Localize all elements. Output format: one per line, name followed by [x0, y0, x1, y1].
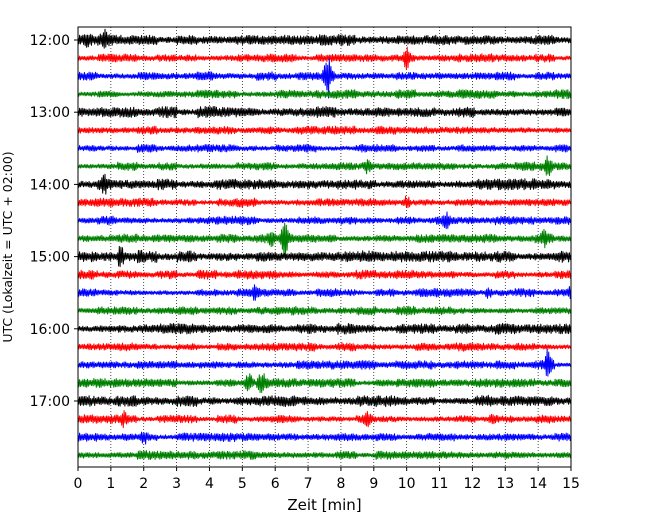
- trace-line: [77, 106, 572, 119]
- trace-line: [77, 450, 572, 460]
- x-tick-label: 11: [431, 476, 449, 492]
- x-axis-label: Zeit [min]: [287, 496, 361, 514]
- trace-line: [77, 143, 572, 153]
- trace-line: [77, 245, 572, 268]
- y-tick-label: 14:00: [30, 177, 70, 193]
- y-tick-label: 12:00: [30, 33, 70, 49]
- trace-line: [77, 195, 572, 209]
- x-tick-label: 6: [271, 476, 280, 492]
- y-axis-label: UTC (Lokalzeit = UTC + 02:00): [0, 151, 15, 342]
- trace-line: [77, 173, 572, 195]
- x-tick-label: 7: [304, 476, 313, 492]
- trace-line: [77, 211, 572, 230]
- trace-line: [77, 305, 572, 316]
- trace-line: [77, 394, 572, 408]
- plot-frame: [77, 26, 572, 468]
- trace-line: [77, 322, 572, 335]
- x-axis-ticks: 0 1 2 3 4 5 6 7 8 9 10 11 12 13 14 15: [74, 467, 580, 492]
- trace-line: [77, 269, 572, 280]
- trace-line: [77, 155, 572, 176]
- trace-line: [77, 431, 572, 445]
- x-tick-label: 12: [463, 476, 481, 492]
- trace-line: [77, 46, 572, 70]
- x-tick-label: 0: [74, 476, 83, 492]
- x-tick-label: 1: [106, 476, 115, 492]
- trace-line: [77, 284, 572, 301]
- x-tick-label: 4: [205, 476, 214, 492]
- trace-line: [77, 373, 572, 393]
- trace-line: [77, 89, 572, 100]
- y-axis-ticks: 12:00 13:00 14:00 15:00 16:00 17:00: [30, 33, 78, 410]
- vertical-grid: [110, 27, 539, 467]
- trace-line: [77, 28, 572, 49]
- y-tick-label: 16:00: [30, 322, 70, 338]
- seismogram-traces: [77, 28, 572, 460]
- trace-line: [77, 58, 572, 99]
- y-tick-label: 15:00: [30, 250, 70, 266]
- x-tick-label: 14: [529, 476, 547, 492]
- trace-line: [77, 222, 572, 260]
- trace-line: [77, 349, 572, 377]
- x-tick-label: 8: [336, 476, 345, 492]
- y-tick-label: 17:00: [30, 394, 70, 410]
- x-tick-label: 15: [562, 476, 580, 492]
- x-tick-label: 5: [238, 476, 247, 492]
- y-tick-label: 13:00: [30, 105, 70, 121]
- trace-line: [77, 410, 572, 429]
- x-tick-label: 2: [139, 476, 148, 492]
- x-tick-label: 10: [398, 476, 416, 492]
- x-tick-label: 13: [496, 476, 514, 492]
- trace-line: [77, 125, 572, 135]
- x-tick-label: 3: [172, 476, 181, 492]
- trace-line: [77, 342, 572, 352]
- x-tick-label: 9: [369, 476, 378, 492]
